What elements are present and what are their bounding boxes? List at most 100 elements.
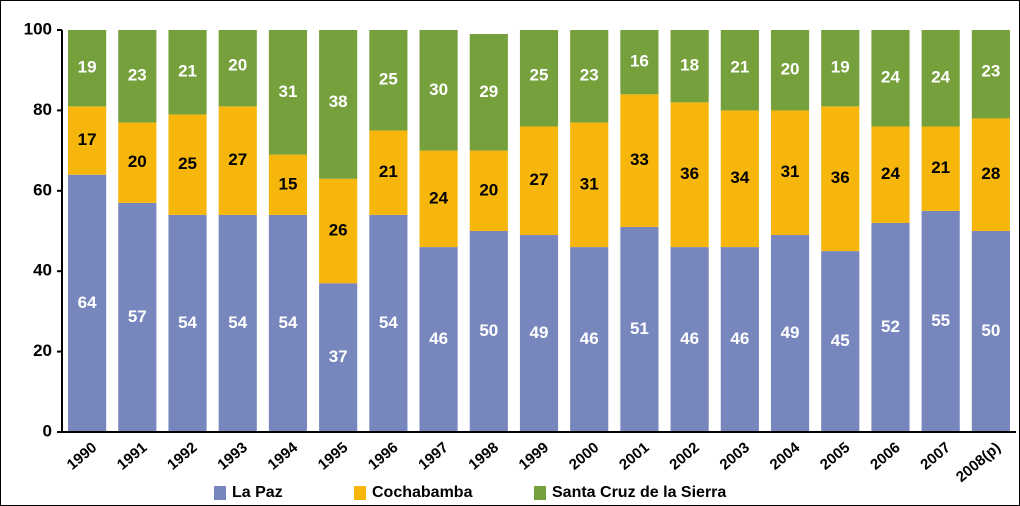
bar-segment <box>871 222 910 432</box>
bar-segment <box>971 118 1010 231</box>
bar-segment <box>670 30 709 103</box>
value-label: 45 <box>831 331 850 350</box>
bar-segment <box>971 30 1010 119</box>
bar-segment <box>570 30 609 123</box>
bar-segment <box>770 30 810 111</box>
value-label: 25 <box>379 70 398 89</box>
bar-segment <box>268 214 308 432</box>
bar-segment <box>770 235 810 432</box>
y-tick-label: 20 <box>33 341 52 360</box>
bar-segment <box>319 178 358 284</box>
bar-segment <box>218 30 257 107</box>
bar-segment <box>319 283 358 432</box>
value-label: 46 <box>580 329 599 348</box>
x-tick-label: 2006 <box>867 439 903 473</box>
value-label: 23 <box>981 62 1000 81</box>
bar-segment <box>871 126 910 223</box>
value-label: 23 <box>128 66 147 85</box>
y-tick-label: 100 <box>24 19 52 38</box>
bar-segment <box>469 231 508 432</box>
x-tick-label: 1997 <box>415 439 451 473</box>
bar-segment <box>821 106 860 252</box>
value-label: 24 <box>881 164 900 183</box>
bar-segment <box>218 214 257 432</box>
bar-segment <box>921 210 960 432</box>
bar-segment <box>770 110 810 236</box>
value-label: 21 <box>931 158 950 177</box>
value-label: 17 <box>78 130 97 149</box>
bar-segment <box>369 214 408 432</box>
bar-segment <box>519 30 559 127</box>
bar-segment <box>720 110 759 248</box>
bar-segment <box>118 202 157 432</box>
bar-segment <box>720 247 759 432</box>
value-label: 18 <box>680 56 699 75</box>
bar-segment <box>620 94 659 227</box>
bar-segment <box>369 130 408 215</box>
bar-segment <box>319 30 358 179</box>
x-tick-label: 1990 <box>64 439 100 473</box>
x-tick-label: 1996 <box>365 439 401 473</box>
value-label: 54 <box>228 313 247 332</box>
x-tick-label: 1992 <box>164 439 200 473</box>
bar-segment <box>921 30 960 127</box>
bar-segment <box>419 150 458 248</box>
bar-segment <box>168 30 207 115</box>
value-label: 24 <box>881 68 900 87</box>
legend-label: Santa Cruz de la Sierra <box>552 484 726 501</box>
x-tick-label: 1998 <box>465 439 501 473</box>
value-label: 51 <box>630 319 649 338</box>
value-label: 21 <box>379 162 398 181</box>
y-tick-label: 40 <box>33 261 52 280</box>
value-label: 54 <box>379 313 398 332</box>
value-label: 33 <box>630 150 649 169</box>
value-label: 55 <box>931 311 950 330</box>
y-tick-label: 80 <box>33 100 52 119</box>
bar-segment <box>821 251 860 432</box>
bar-segment <box>720 30 759 111</box>
value-label: 57 <box>128 307 147 326</box>
bar-segment <box>168 214 207 432</box>
x-tick-label: 1999 <box>516 439 552 473</box>
bar-segment <box>570 122 609 248</box>
x-tick-label: 2007 <box>917 439 953 473</box>
value-label: 15 <box>278 174 297 193</box>
y-tick-label: 0 <box>43 421 52 440</box>
value-label: 25 <box>530 66 549 85</box>
bar-segment <box>620 226 659 432</box>
bar-segment <box>168 114 207 215</box>
bar-segment <box>519 126 559 236</box>
value-label: 27 <box>530 170 549 189</box>
value-label: 46 <box>730 329 749 348</box>
x-tick-label: 2004 <box>767 439 804 474</box>
bar-segment <box>118 122 157 203</box>
value-label: 24 <box>429 188 448 207</box>
x-tick-label: 2002 <box>666 439 702 473</box>
value-label: 34 <box>730 168 749 187</box>
bar-segment <box>570 247 609 432</box>
bar-segment <box>821 30 860 107</box>
value-label: 50 <box>479 321 498 340</box>
bar-segment <box>369 30 408 131</box>
bar-segment <box>469 34 508 151</box>
bar-segment <box>68 30 107 107</box>
value-label: 50 <box>981 321 1000 340</box>
bars <box>68 30 1010 432</box>
x-tick-label: 1991 <box>114 439 150 473</box>
value-label: 27 <box>228 150 247 169</box>
legend-label: Cochabamba <box>372 484 473 501</box>
value-label: 30 <box>429 80 448 99</box>
value-label: 26 <box>329 220 348 239</box>
bar-segment <box>268 30 308 155</box>
value-label: 29 <box>479 82 498 101</box>
value-label: 36 <box>680 164 699 183</box>
legend-label: La Paz <box>232 484 283 501</box>
bar-segment <box>268 154 308 215</box>
value-label: 20 <box>781 60 800 79</box>
x-tick-label: 2001 <box>616 439 652 473</box>
bar-segment <box>118 30 157 123</box>
bar-segment <box>419 247 458 432</box>
value-label: 49 <box>781 323 800 342</box>
value-label: 54 <box>278 313 297 332</box>
